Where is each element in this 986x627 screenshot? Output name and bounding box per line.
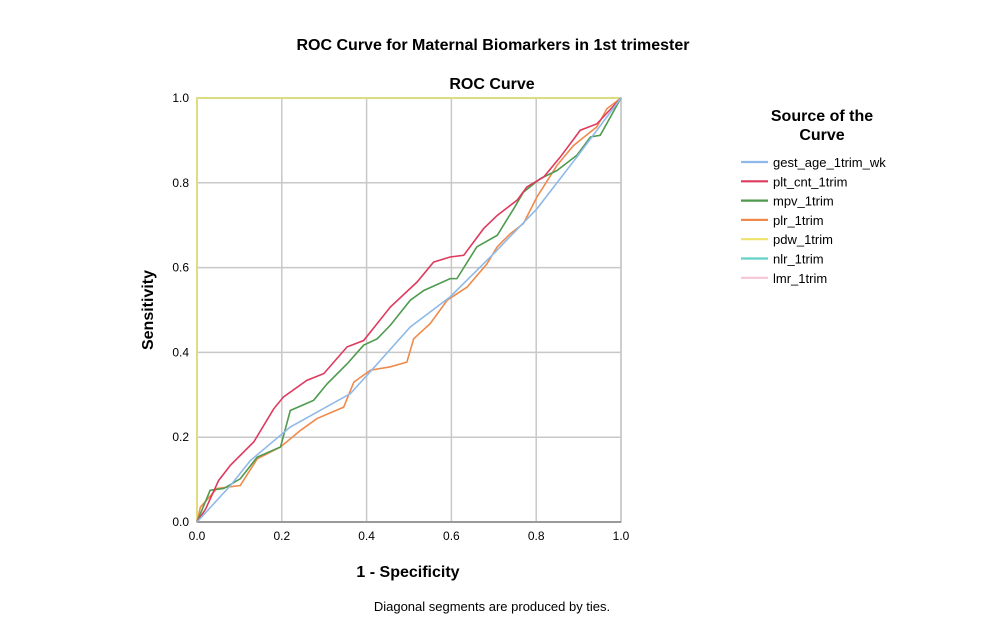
y-axis-label: Sensitivity xyxy=(140,270,157,350)
roc-curve-plt_cnt_1trim xyxy=(196,97,622,523)
roc-curve-mpv_1trim xyxy=(196,97,622,523)
y-tick-label: 0.8 xyxy=(172,176,189,190)
y-tick-label: 1.0 xyxy=(172,91,189,105)
x-tick-label: 0.6 xyxy=(443,529,460,543)
roc-curve-pdw_1trim xyxy=(196,97,621,522)
legend-entry: pdw_1trim xyxy=(773,232,833,247)
roc-curve-gest_age_1trim_wk xyxy=(196,97,622,523)
roc-curve-plr_1trim xyxy=(196,97,622,523)
y-tick-label: 0.0 xyxy=(172,515,189,529)
x-tick-label: 1.0 xyxy=(613,529,630,543)
legend-entry: plr_1trim xyxy=(773,213,824,228)
y-tick-label: 0.6 xyxy=(172,261,189,275)
x-tick-label: 0.2 xyxy=(273,529,290,543)
legend-title-line2: Curve xyxy=(799,127,844,144)
legend-entry: gest_age_1trim_wk xyxy=(773,155,886,170)
y-tick-label: 0.4 xyxy=(172,345,189,359)
legend-title-line1: Source of the xyxy=(771,108,873,125)
footnote: Diagonal segments are produced by ties. xyxy=(374,599,610,614)
y-tick-label: 0.2 xyxy=(172,430,189,444)
legend-entry: mpv_1trim xyxy=(773,194,834,209)
x-tick-label: 0.8 xyxy=(528,529,545,543)
x-tick-label: 0.0 xyxy=(189,529,206,543)
chart-subtitle: ROC Curve xyxy=(449,76,534,93)
legend-entry: lmr_1trim xyxy=(773,271,827,286)
legend-entry: plt_cnt_1trim xyxy=(773,174,847,189)
chart-title: ROC Curve for Maternal Biomarkers in 1st… xyxy=(296,37,689,54)
legend-entry: nlr_1trim xyxy=(773,252,824,267)
legend: gest_age_1trim_wk plt_cnt_1trim mpv_1trimp… xyxy=(741,155,886,286)
x-tick-label: 0.4 xyxy=(358,529,375,543)
x-axis-label: 1 - Specificity xyxy=(356,564,459,581)
